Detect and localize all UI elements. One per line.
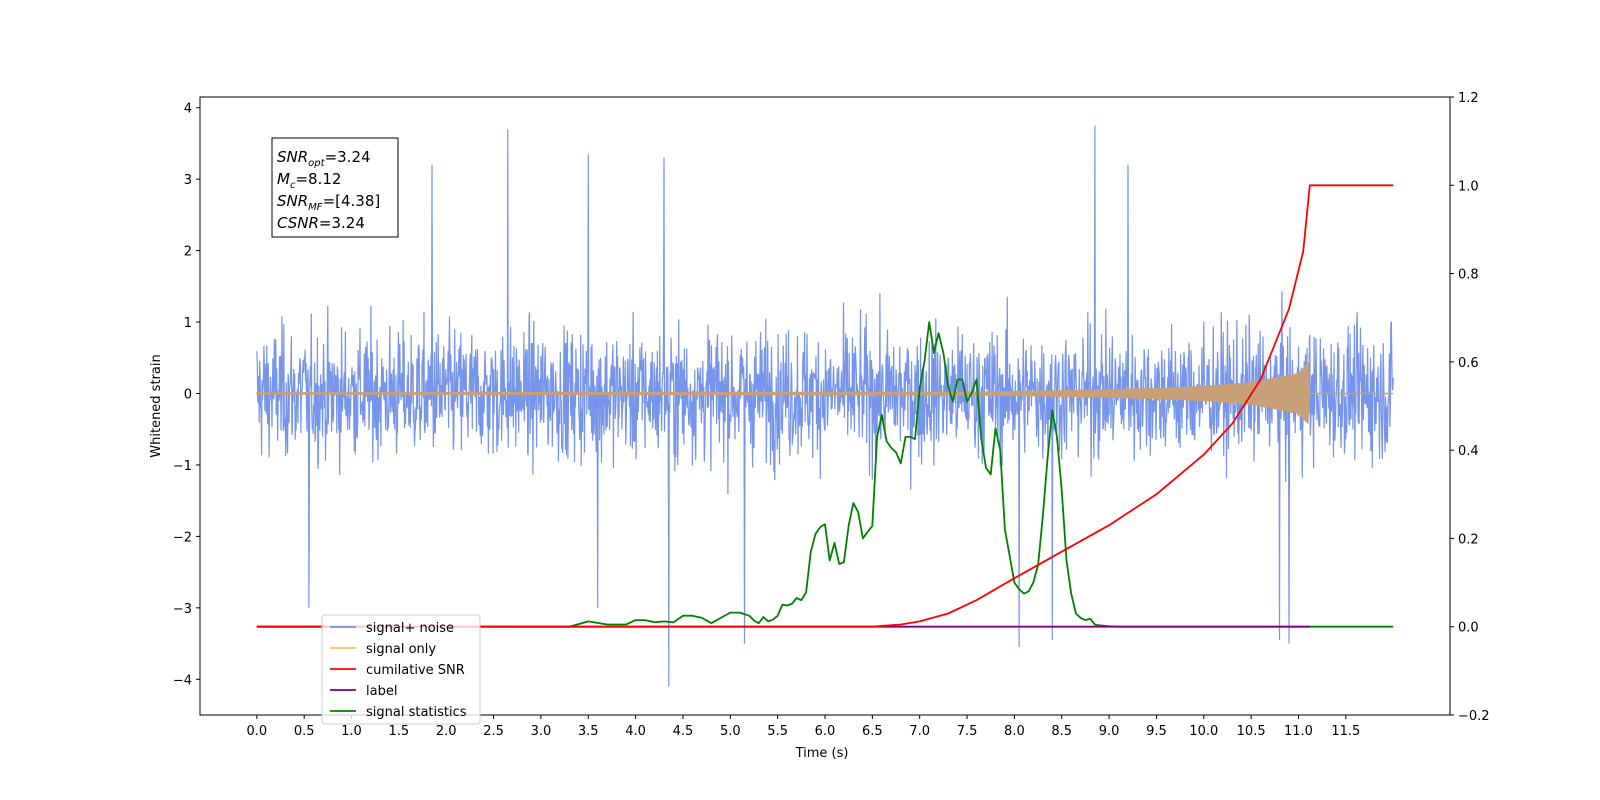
annotation-symbol: SNR [277,192,308,210]
y-tick-label-right: 0.0 [1458,621,1479,636]
legend-entry-label: label [366,684,397,699]
x-tick-label: 5.0 [720,724,741,739]
x-tick-label: 7.0 [909,724,930,739]
x-tick-label: 1.0 [341,724,362,739]
x-tick-label: 6.0 [815,724,836,739]
y-tick-label-left: −4 [173,673,192,688]
x-tick-label: 4.5 [673,724,694,739]
legend-entry-label: signal statistics [366,705,467,720]
signal-statistics-line [256,321,1394,628]
x-tick-label: 7.5 [957,724,978,739]
signal-noise-line [256,125,1394,687]
annotation-line: SNRMF=[4.38] [277,192,380,213]
x-axis-label: Time (s) [795,746,849,761]
legend-entry-label: signal only [366,642,436,657]
x-tick-label: 0.0 [246,724,267,739]
annotation-frame [271,137,399,238]
x-tick-label: 0.5 [294,724,315,739]
annotation-symbol: M [277,170,290,188]
x-tick-label: 10.5 [1237,724,1266,739]
annotation-symbol: CSNR [277,214,319,232]
x-tick-label: 2.0 [436,724,457,739]
y-tick-label-right: 0.6 [1458,356,1479,371]
x-tick-label: 1.5 [389,724,410,739]
y-tick-label-right: 0.4 [1458,444,1479,459]
x-tick-label: 10.0 [1189,724,1218,739]
legend-entry-label: signal+ noise [366,621,454,636]
x-tick-label: 8.5 [1051,724,1072,739]
y-tick-label-left: 4 [184,102,192,117]
y-axis-right: −0.2 0.0 0.2 0.4 0.6 0.8 1.0 1.2 [1450,91,1490,724]
x-tick-label: 11.5 [1331,724,1360,739]
x-axis: 0.0 0.5 1.0 1.5 2.0 2.5 3.0 3.5 4.0 4.5 5.0 5.5 6.0 6… [246,715,1360,739]
annotation-value: =3.24 [325,148,371,166]
y-tick-label-right: 1.0 [1458,179,1479,194]
legend: signal+ noise signal only cumilative SNR la… [321,614,481,725]
y-tick-label-left: −3 [173,602,192,617]
annotation-value: =[4.38] [323,192,381,210]
y-tick-label-left: 0 [184,387,192,402]
legend-frame [321,614,481,725]
y-tick-label-right: −0.2 [1458,709,1490,724]
annotation-line: SNRopt=3.24 [277,148,371,169]
x-tick-label: 9.5 [1146,724,1167,739]
plot-area [256,125,1394,687]
y-tick-label-right: 0.2 [1458,532,1479,547]
annotation-subscript: c [290,180,296,191]
annotation-subscript: opt [308,158,325,169]
signal-only-chirp [256,362,1311,425]
y-tick-label-left: 1 [184,316,192,331]
annotation-value: =3.24 [319,214,365,232]
x-tick-label: 11.0 [1284,724,1313,739]
annotation-symbol: SNR [277,148,308,166]
annotation-subscript: MF [308,202,323,213]
annotation-line: Mc=8.12 [277,170,341,191]
x-tick-label: 4.0 [625,724,646,739]
x-tick-label: 5.5 [767,724,788,739]
y-tick-label-right: 1.2 [1458,91,1479,106]
annotation-value: =8.12 [295,170,341,188]
annotation-line: CSNR=3.24 [277,214,365,232]
x-tick-label: 9.0 [1099,724,1120,739]
y-tick-label-left: −2 [173,530,192,545]
y-tick-label-right: 0.8 [1458,268,1479,283]
y-axis-left: −4 −3 −2 −1 0 1 2 3 4 [173,102,200,688]
y-tick-label-left: −1 [173,459,192,474]
y-tick-label-left: 2 [184,245,192,260]
y-tick-label-left: 3 [184,173,192,188]
x-tick-label: 8.0 [1004,724,1025,739]
x-tick-label: 2.5 [483,724,504,739]
x-tick-label: 3.0 [531,724,552,739]
x-tick-label: 6.5 [862,724,883,739]
y-axis-label: Whitened strain [149,354,164,457]
cumulative-snr-line [256,184,1394,628]
legend-entry-label: cumilative SNR [366,663,465,678]
x-tick-label: 3.5 [578,724,599,739]
